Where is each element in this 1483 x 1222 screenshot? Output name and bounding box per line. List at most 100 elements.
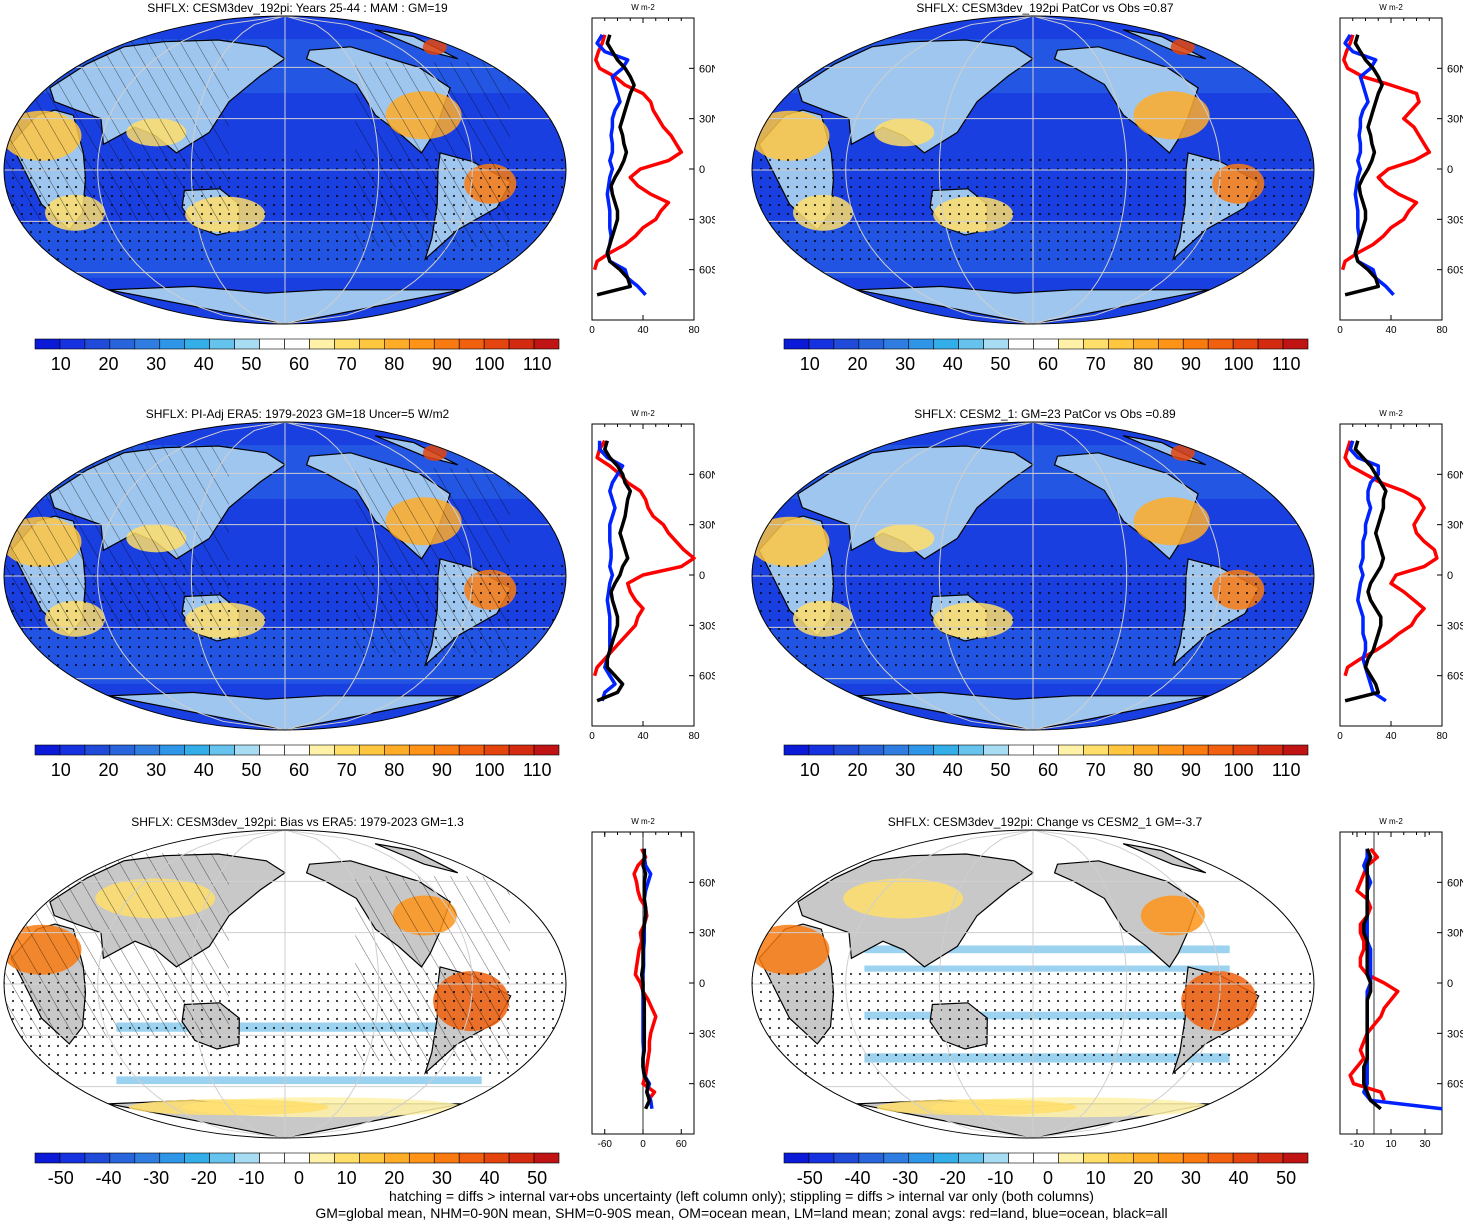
zonal-lat-tick-label: 30S [699,620,715,632]
colorbar-swatch [533,744,560,756]
colorbar-swatch [508,744,535,756]
colorbar-swatch [508,338,535,350]
zonal-lat-tick-label: 30S [1447,214,1463,226]
colorbar-label: 50 [527,1168,547,1188]
colorbar-label: 100 [1224,354,1254,374]
colorbar-swatch [858,338,885,350]
colorbar-label: 110 [523,354,552,374]
zonal-land-line [592,34,684,271]
colorbar-label: 50 [1276,1168,1296,1188]
colorbar-swatch [983,1152,1009,1164]
colorbar-swatch [259,338,285,350]
colorbar-swatch [433,338,460,350]
colorbar-label: -30 [892,1168,918,1188]
zonal-lat-tick-label: 60N [1447,877,1463,889]
colorbar-swatch [309,744,335,756]
colorbar-label: 40 [480,1168,500,1188]
colorbar-swatch [833,338,860,350]
zonal-x-tick-label: 80 [1436,731,1448,742]
zonal-x-tick-label: 0 [589,325,595,336]
zonal-mean-plot: W m-2 -10 10 30 60N 30N 0 30S 60S [1339,817,1463,1150]
colorbar-swatch [533,1152,560,1164]
colorbar-label: 100 [475,760,505,780]
zonal-lat-tick-label: 60N [699,877,715,889]
colorbar-swatch [883,1152,910,1164]
colorbar-swatch [1108,1152,1134,1164]
colorbar-label: 50 [990,760,1010,780]
zonal-mean-plot: W m-2 0 40 80 60N 30N 0 30S 60S [1337,409,1463,742]
colorbar-swatch [1033,1152,1059,1164]
colorbar: -50 -40 -30 -20 -10 0 10 20 30 40 50 [34,1152,560,1188]
colorbar-swatch [184,338,210,350]
colorbar-label: 20 [98,354,118,374]
colorbar-swatch [1133,338,1159,350]
colorbar-label: 70 [1086,354,1106,374]
colorbar-swatch [234,744,260,756]
colorbar-swatch [983,338,1009,350]
zonal-unit-label: W m-2 [1379,817,1403,826]
zonal-lat-tick-label: 60N [1447,63,1463,75]
colorbar-swatch [483,744,510,756]
colorbar-swatch [284,744,310,756]
colorbar-label: 40 [194,760,214,780]
zonal-all-line [1344,440,1388,703]
panel-title: SHFLX: CESM2_1: GM=23 PatCor vs Obs =0.8… [914,407,1176,421]
colorbar-swatch [209,744,235,756]
panel-title: SHFLX: CESM3dev_192pi PatCor vs Obs =0.8… [916,1,1174,15]
colorbar-swatch [1033,338,1059,350]
colorbar-swatch [1083,338,1109,350]
colorbar-label: 10 [800,354,820,374]
zonal-lat-tick-label: 30N [699,114,715,126]
colorbar-swatch [958,744,984,756]
zonal-lat-tick-label: 0 [699,570,705,582]
colorbar-swatch [284,1152,310,1164]
colorbar-swatch [1108,744,1134,756]
colorbar-swatch [334,338,360,350]
colorbar-swatch [858,744,885,756]
colorbar-swatch [234,338,260,350]
colorbar-swatch [483,338,510,350]
colorbar-label: 40 [1229,1168,1249,1188]
colorbar-label: 90 [432,760,452,780]
zonal-lat-tick-label: 30S [699,1028,715,1040]
zonal-plot-frame [1339,831,1443,1135]
colorbar-label: 80 [1133,760,1153,780]
colorbar-label: 50 [241,760,261,780]
colorbar-swatch [1182,1152,1209,1164]
map [3,15,567,325]
colorbar-swatch [184,1152,210,1164]
colorbar-label: 40 [943,760,963,780]
zonal-x-tick-label: 80 [688,325,700,336]
zonal-ocean-line [1348,440,1387,703]
colorbar-swatch [958,1152,984,1164]
colorbar-swatch [1033,744,1059,756]
zonal-lat-tick-label: 0 [1447,570,1453,582]
zonal-lat-tick-label: 0 [1447,164,1453,176]
colorbar-label: 80 [1133,354,1153,374]
zonal-lat-tick-label: 60S [1447,1079,1463,1091]
colorbar-label: -10 [238,1168,264,1188]
colorbar-label: -50 [797,1168,823,1188]
colorbar-swatch [408,1152,435,1164]
panel-title: SHFLX: CESM3dev_192pi: Bias vs ERA5: 197… [131,815,464,829]
colorbar-swatch [334,1152,360,1164]
zonal-x-tick-label: 0 [1337,325,1343,336]
colorbar-label: 100 [1224,760,1254,780]
zonal-mean-plot: W m-2 0 40 80 60N 30N 0 30S 60S [589,409,715,742]
colorbar-label: 60 [1038,354,1058,374]
colorbar-swatch [808,1152,835,1164]
colorbar-swatch [134,1152,161,1164]
colorbar-label: 90 [1181,354,1201,374]
colorbar-swatch [384,1152,410,1164]
colorbar-label: 70 [337,760,357,780]
zonal-lat-tick-label: 60S [699,265,715,277]
zonal-lat-tick-label: 30S [1447,620,1463,632]
colorbar-swatch [1257,1152,1284,1164]
footer-note-1: hatching = diffs > internal var+obs unce… [389,1188,1094,1204]
colorbar-swatch [808,338,835,350]
zonal-lat-tick-label: 0 [699,978,705,990]
colorbar-swatch [84,1152,111,1164]
colorbar-label: 80 [384,354,404,374]
zonal-all-line [1362,848,1382,1111]
colorbar-swatch [1133,744,1159,756]
